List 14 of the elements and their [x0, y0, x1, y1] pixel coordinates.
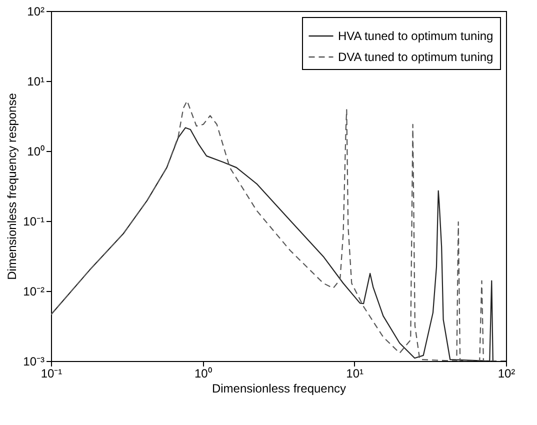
y-tick-label: 10¹: [27, 74, 45, 88]
x-tick-label: 10¹: [346, 366, 364, 380]
y-tick-label: 10⁻³: [23, 354, 45, 368]
legend-label: DVA tuned to optimum tuning: [338, 50, 494, 64]
y-axis-title: Dimensionless frequency response: [5, 92, 20, 280]
x-tick-label: 10⁰: [194, 366, 212, 380]
y-tick-label: 10⁻²: [23, 284, 45, 298]
x-tick-label: 10⁻¹: [40, 366, 62, 380]
legend-label: HVA tuned to optimum tuning: [338, 29, 494, 43]
x-tick-label: 10²: [498, 366, 516, 380]
y-tick-label: 10⁻¹: [23, 214, 45, 228]
y-tick-label: 10⁰: [27, 144, 44, 158]
x-axis-title: Dimensionless frequency: [212, 382, 346, 396]
y-tick-label: 10²: [27, 4, 45, 18]
